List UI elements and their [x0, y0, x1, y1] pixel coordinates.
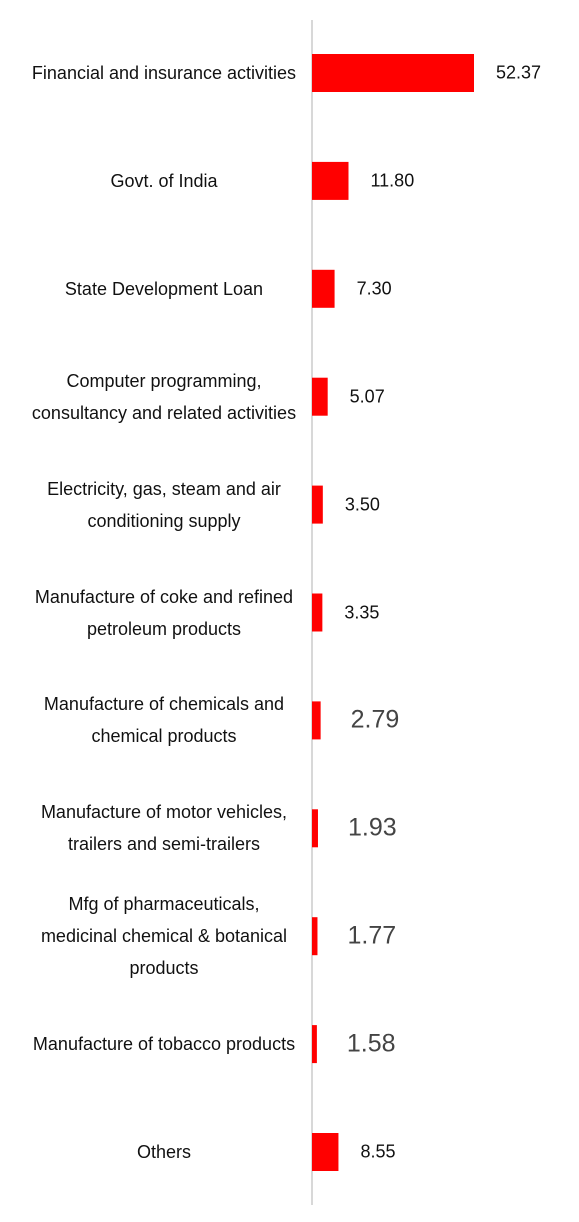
bar: [312, 701, 321, 740]
category-label: Mfg of pharmaceuticals, medicinal chemic…: [40, 894, 288, 979]
category-label: Govt. of India: [110, 170, 218, 191]
bar: [312, 593, 323, 632]
value-label: 1.77: [347, 921, 397, 950]
bar: [312, 809, 318, 848]
bar: [312, 161, 349, 200]
category-label: Manufacture of chemicals and chemical pr…: [43, 694, 285, 747]
bar: [312, 54, 474, 92]
bar: [312, 269, 335, 308]
category-label: Others: [136, 1142, 192, 1162]
category-label: Manufacture of tobacco products: [32, 1034, 296, 1055]
value-label: 8.55: [360, 1141, 396, 1162]
category-label: Financial and insurance activities: [31, 63, 297, 83]
value-label: 1.58: [346, 1029, 396, 1058]
value-label: 3.35: [344, 602, 380, 622]
category-label: Manufacture of motor vehicles, trailers …: [40, 802, 288, 855]
bar: [312, 917, 318, 956]
category-label: Manufacture of coke and refined petroleu…: [34, 586, 294, 639]
value-label: 3.50: [344, 494, 380, 515]
bar: [312, 485, 323, 524]
value-label: 5.07: [349, 386, 385, 407]
bar: [312, 1025, 317, 1064]
value-label: 1.93: [347, 813, 397, 842]
category-label: State Development Loan: [64, 278, 264, 299]
value-label: 2.79: [350, 705, 400, 734]
value-label: 11.80: [370, 170, 415, 191]
bar: [312, 1133, 339, 1171]
category-label: Computer programming, consultancy and re…: [31, 370, 297, 423]
value-label: 7.30: [356, 278, 392, 299]
value-label: 52.37: [496, 62, 542, 83]
category-label: Electricity, gas, steam and air conditio…: [47, 478, 281, 531]
bar: [312, 377, 328, 416]
